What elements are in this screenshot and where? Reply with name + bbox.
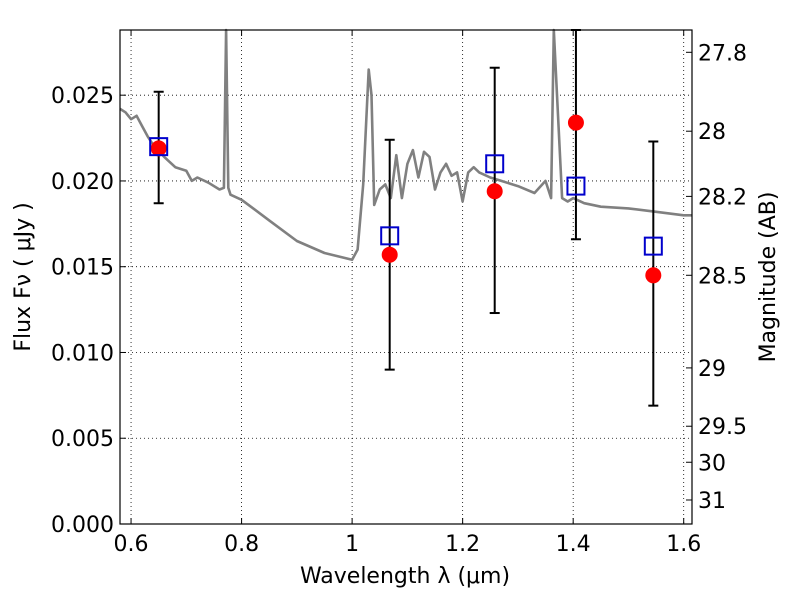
y2-tick-label: 29 (698, 357, 726, 382)
observed-point (486, 183, 503, 200)
observed-point (150, 140, 167, 157)
x-tick-label: 1.6 (666, 532, 701, 557)
observed-point (645, 267, 662, 284)
y-axis-title: Flux Fν ( μJy ) (11, 202, 36, 351)
y-tick-label: 0.015 (51, 256, 114, 281)
x-axis-title: Wavelength λ (μm) (300, 564, 510, 589)
y2-tick-label: 28.5 (698, 264, 747, 289)
y-tick-label: 0.020 (51, 170, 114, 195)
y2-tick-label: 28.2 (698, 185, 747, 210)
x-tick-label: 0.6 (114, 532, 149, 557)
x-tick-label: 1 (345, 532, 359, 557)
model-point (380, 226, 400, 246)
y2-tick-label: 27.8 (698, 41, 747, 66)
y-tick-label: 0.010 (51, 341, 114, 366)
y2-tick-label: 31 (698, 489, 726, 514)
model-point (566, 176, 586, 196)
spectrum-layer (119, 28, 692, 262)
observed-point (567, 114, 584, 131)
y-tick-label: 0.025 (51, 84, 114, 109)
model-point (149, 137, 169, 157)
model-point (643, 236, 663, 256)
model-point (485, 154, 505, 174)
plot-frame (119, 29, 693, 525)
x-tick-label: 0.8 (224, 532, 259, 557)
y2-tick-label: 30 (698, 451, 726, 476)
x-tick-label: 1.4 (556, 532, 591, 557)
y-tick-label: 0.005 (51, 427, 114, 452)
y-tick-label: 0.000 (51, 513, 114, 538)
y2-tick-label: 29.5 (698, 415, 747, 440)
spectrum-line (119, 28, 692, 262)
ticks: 0.6 0.8 1 1.2 1.4 1.6 0.000 0.005 0.010 0.015 0.02… (51, 30, 747, 557)
y2-axis-title: Magnitude (AB) (756, 192, 781, 363)
grid (120, 30, 692, 524)
x-tick-label: 1.2 (445, 532, 480, 557)
y2-tick-label: 28 (698, 120, 726, 145)
observed-point (381, 246, 398, 263)
markers-layer (149, 114, 663, 284)
